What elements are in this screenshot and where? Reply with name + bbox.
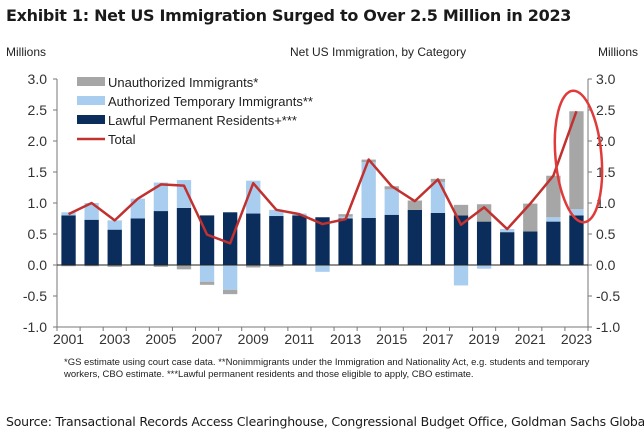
bar-authorized-temporary-immigrants-2007 — [199, 265, 215, 282]
exhibit-title: Exhibit 1: Net US Immigration Surged to … — [6, 6, 572, 25]
y-axis-label-left: Millions — [6, 45, 46, 59]
bar-authorized-temporary-immigrants-2008 — [222, 265, 238, 290]
bar-lawful-permanent-residents-2003 — [107, 229, 122, 265]
legend-label: Unauthorized Immigrants* — [108, 75, 258, 90]
bar-unauthorized-immigrants-2009 — [246, 265, 261, 268]
source-line: Source: Transactional Records Access Cle… — [6, 414, 644, 429]
bar-authorized-temporary-immigrants-2012 — [315, 265, 330, 272]
bar-unauthorized-immigrants-2008 — [222, 289, 238, 295]
immigration-chart: Net US Immigration, by Category Millions M… — [6, 45, 638, 347]
y-tick-label-right: -1.0 — [596, 319, 620, 335]
bar-lawful-permanent-residents-2011 — [292, 215, 307, 265]
bar-lawful-permanent-residents-2015 — [384, 214, 399, 265]
bar-authorized-temporary-immigrants-2020 — [500, 229, 515, 233]
x-tick-label: 2011 — [284, 331, 314, 347]
bar-unauthorized-immigrants-2022 — [546, 175, 561, 218]
bar-lawful-permanent-residents-2017 — [430, 212, 446, 265]
footnote: *GS estimate using court case data. **No… — [64, 357, 590, 380]
bar-lawful-permanent-residents-2023 — [569, 215, 584, 265]
bar-lawful-permanent-residents-2018 — [453, 215, 469, 265]
y-tick-label-left: 2.5 — [28, 102, 48, 118]
y-tick-label-right: 1.0 — [596, 195, 616, 211]
bar-unauthorized-immigrants-2018 — [453, 204, 469, 216]
bar-unauthorized-immigrants-2007 — [199, 281, 215, 285]
bar-lawful-permanent-residents-2006 — [176, 207, 192, 265]
y-tick-label-right: 3.0 — [596, 71, 616, 87]
x-tick-label: 2005 — [145, 331, 176, 347]
legend-swatch — [77, 96, 105, 105]
bar-lawful-permanent-residents-2008 — [222, 212, 238, 265]
x-tick-label: 2009 — [238, 331, 269, 347]
bar-authorized-temporary-immigrants-2023 — [569, 209, 584, 216]
bar-unauthorized-immigrants-2021 — [523, 203, 538, 232]
chart-title: Net US Immigration, by Category — [290, 45, 466, 59]
bar-authorized-temporary-immigrants-2006 — [176, 180, 192, 208]
bar-lawful-permanent-residents-2021 — [523, 231, 538, 265]
bar-lawful-permanent-residents-2016 — [407, 209, 423, 265]
bar-unauthorized-immigrants-2006 — [176, 265, 192, 270]
bar-lawful-permanent-residents-2005 — [153, 211, 169, 265]
bar-lawful-permanent-residents-2001 — [61, 215, 76, 265]
x-tick-label: 2021 — [515, 331, 546, 347]
y-tick-label-left: -0.5 — [23, 288, 47, 304]
y-tick-label-left: 1.0 — [28, 195, 48, 211]
y-tick-label-left: 2.0 — [28, 133, 48, 149]
y-tick-label-left: 0.5 — [28, 226, 48, 242]
x-tick-label: 2003 — [99, 331, 130, 347]
bar-unauthorized-immigrants-2023 — [569, 111, 584, 210]
bar-lawful-permanent-residents-2022 — [546, 221, 561, 265]
bar-unauthorized-immigrants-2003 — [107, 265, 122, 267]
bar-unauthorized-immigrants-2015 — [384, 186, 399, 190]
bar-authorized-temporary-immigrants-2004 — [130, 198, 145, 219]
bar-lawful-permanent-residents-2014 — [361, 217, 376, 265]
legend-label: Total — [108, 132, 136, 147]
bar-authorized-temporary-immigrants-2005 — [153, 182, 169, 212]
bar-unauthorized-immigrants-2010 — [269, 265, 284, 267]
bar-lawful-permanent-residents-2013 — [338, 218, 353, 265]
bar-authorized-temporary-immigrants-2017 — [430, 181, 446, 213]
legend-label: Lawful Permanent Residents+*** — [108, 113, 297, 128]
legend-label: Authorized Temporary Immigrants** — [108, 94, 313, 109]
bar-authorized-temporary-immigrants-2019 — [476, 265, 492, 269]
x-tick-label: 2017 — [422, 331, 453, 347]
x-tick-label: 2013 — [330, 331, 361, 347]
bar-lawful-permanent-residents-2019 — [476, 221, 492, 265]
bar-unauthorized-immigrants-2001 — [61, 265, 76, 267]
bar-authorized-temporary-immigrants-2022 — [546, 217, 561, 222]
legend-swatch — [77, 77, 105, 86]
y-tick-label-right: -0.5 — [596, 288, 620, 304]
bar-lawful-permanent-residents-2009 — [246, 213, 261, 265]
bar-lawful-permanent-residents-2020 — [500, 232, 515, 265]
bar-unauthorized-immigrants-2016 — [407, 200, 423, 210]
bar-lawful-permanent-residents-2012 — [315, 217, 330, 265]
y-tick-label-left: -1.0 — [23, 319, 47, 335]
y-tick-label-left: 0.0 — [28, 257, 48, 273]
bar-lawful-permanent-residents-2010 — [269, 216, 284, 265]
x-tick-label: 2001 — [53, 331, 84, 347]
y-tick-label-right: 0.0 — [596, 257, 616, 273]
x-tick-label: 2015 — [376, 331, 407, 347]
bar-lawful-permanent-residents-2004 — [130, 218, 145, 265]
x-tick-label: 2007 — [191, 331, 222, 347]
bar-lawful-permanent-residents-2002 — [84, 219, 99, 265]
x-tick-label: 2023 — [561, 331, 592, 347]
highlight-ellipse-2023 — [553, 89, 604, 224]
bar-unauthorized-immigrants-2005 — [153, 265, 169, 267]
legend-swatch — [77, 115, 105, 124]
y-tick-label-left: 1.5 — [28, 164, 48, 180]
x-tick-label: 2019 — [469, 331, 500, 347]
bar-authorized-temporary-immigrants-2010 — [269, 209, 284, 217]
bar-authorized-temporary-immigrants-2018 — [453, 265, 469, 286]
y-axis-label-right: Millions — [598, 45, 638, 59]
bar-unauthorized-immigrants-2002 — [84, 265, 99, 267]
bar-unauthorized-immigrants-2013 — [338, 214, 353, 217]
y-tick-label-left: 3.0 — [28, 71, 48, 87]
bar-authorized-temporary-immigrants-2014 — [361, 162, 376, 218]
bar-authorized-temporary-immigrants-2003 — [107, 220, 122, 230]
y-tick-label-right: 0.5 — [596, 226, 616, 242]
y-tick-label-right: 1.5 — [596, 164, 616, 180]
y-tick-label-right: 2.5 — [596, 102, 616, 118]
bar-authorized-temporary-immigrants-2015 — [384, 189, 399, 215]
